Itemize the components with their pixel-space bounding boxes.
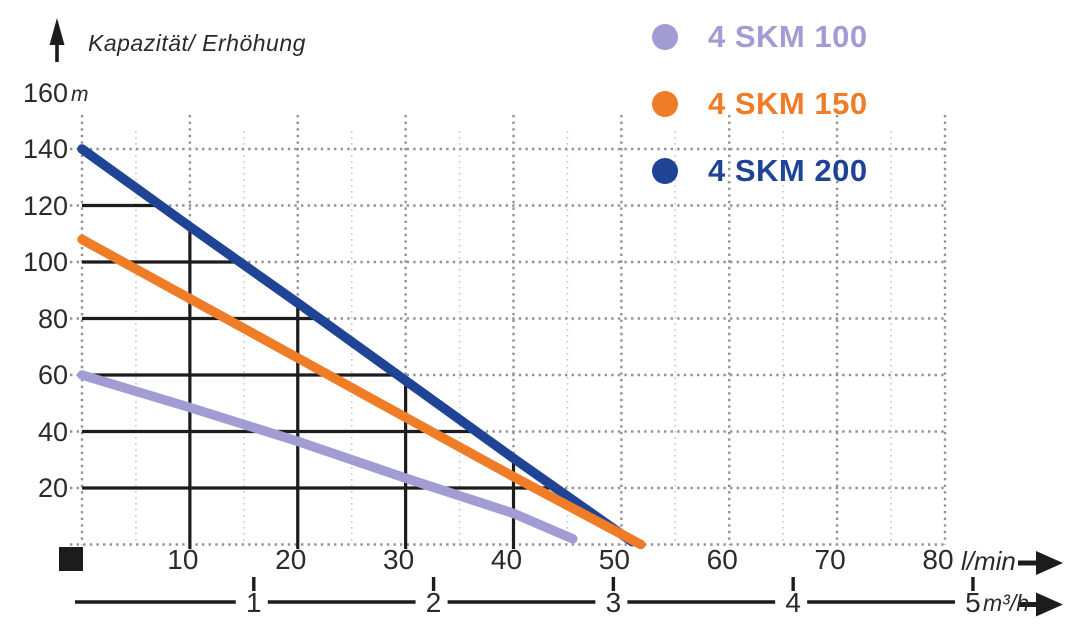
y-tick-label: 40 bbox=[37, 416, 68, 447]
curve-4-skm-100 bbox=[77, 370, 578, 544]
flow-axis-secondary-right-arrow-icon bbox=[1018, 592, 1063, 617]
flow-axis-right-arrow-icon bbox=[1018, 551, 1063, 575]
m3h-tick-label: 5 bbox=[965, 587, 981, 618]
y-tick-label: 160 bbox=[22, 77, 68, 108]
curve-4-skm-200 bbox=[77, 144, 637, 547]
origin-marker bbox=[59, 547, 83, 571]
y-tick-label: 120 bbox=[22, 190, 68, 221]
legend-label: 4 SKM 100 bbox=[708, 19, 868, 54]
y-tick-label: 80 bbox=[37, 303, 68, 334]
x-tick-label: 40 bbox=[490, 544, 523, 575]
x-tick-label: 10 bbox=[167, 544, 199, 575]
x-tick-label: 30 bbox=[383, 544, 415, 575]
x-tick-label: 50 bbox=[598, 544, 630, 575]
curve-4-skm-150 bbox=[77, 234, 646, 550]
m3h-tick-label: 3 bbox=[605, 587, 622, 618]
y-tick-label: 60 bbox=[37, 360, 68, 390]
y-tick-label: 100 bbox=[22, 247, 68, 277]
y-axis-title: Kapazität/ Erhöhung bbox=[88, 30, 306, 56]
x-tick-label: 70 bbox=[814, 544, 846, 575]
legend-dot-4-skm-200 bbox=[652, 158, 678, 184]
x-axis-unit: l/min bbox=[961, 546, 1016, 576]
y-tick-label: 20 bbox=[37, 473, 68, 503]
x2-axis-unit: m³/h bbox=[983, 590, 1029, 616]
legend-item: 4 SKM 150 bbox=[652, 86, 868, 122]
legend-item: 4 SKM 200 bbox=[652, 153, 868, 189]
m3h-tick-label: 4 bbox=[785, 587, 801, 618]
x-tick-label: 60 bbox=[706, 544, 738, 575]
x-tick-label: 20 bbox=[275, 544, 307, 575]
legend-dot-4-skm-150 bbox=[652, 91, 678, 117]
m3h-tick-label: 1 bbox=[245, 587, 262, 618]
y-axis-unit: m bbox=[71, 83, 89, 106]
legend-dot-4-skm-100 bbox=[652, 24, 678, 50]
m3h-tick-label: 2 bbox=[425, 587, 442, 618]
x-tick-label: 80 bbox=[922, 544, 954, 575]
legend-item: 4 SKM 100 bbox=[652, 19, 868, 55]
capacity-axis-up-arrow-icon bbox=[49, 18, 65, 62]
legend-label: 4 SKM 200 bbox=[708, 153, 868, 188]
y-tick-label: 140 bbox=[22, 134, 68, 164]
legend-label: 4 SKM 150 bbox=[708, 86, 868, 121]
